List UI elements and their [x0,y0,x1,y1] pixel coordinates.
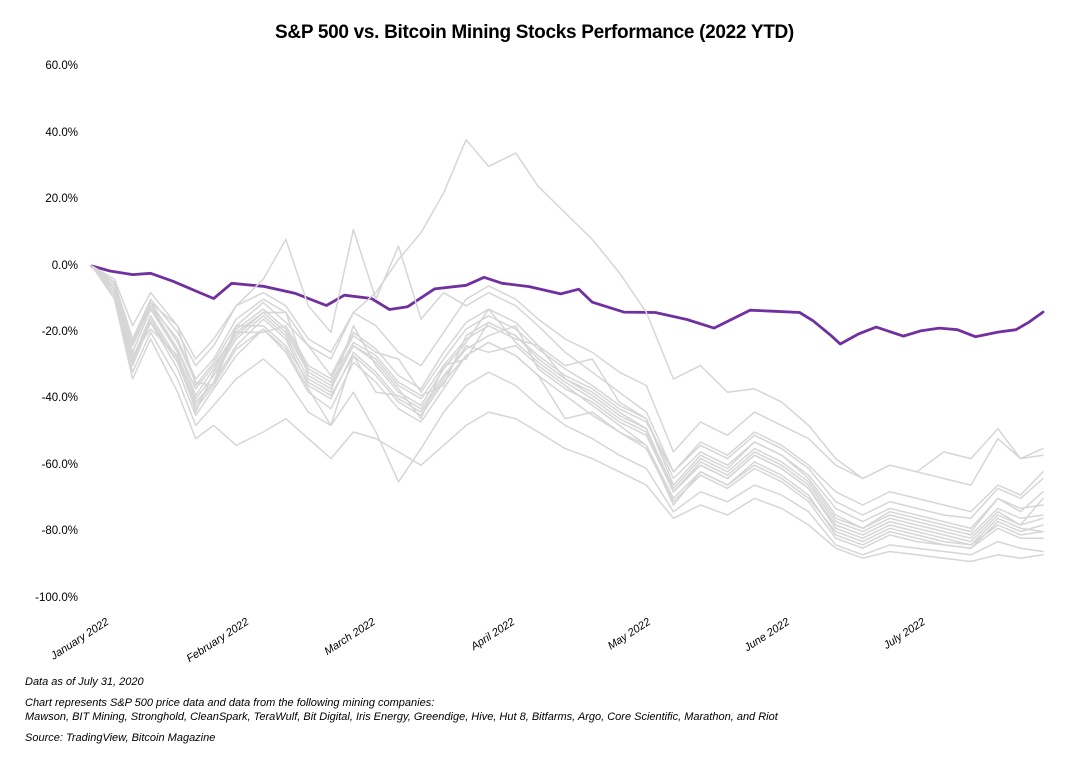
sp500-line [90,264,1045,346]
footnote-data-as-of: Data as of July 31, 2020 [25,676,144,688]
footnote-companies: Mawson, BIT Mining, Stronghold, CleanSpa… [25,711,778,723]
y-tick-label: 40.0% [45,126,78,139]
miner-line-terawulf [91,265,1044,549]
miner-line-bit-digital [91,139,1044,486]
chart-title: S&P 500 vs. Bitcoin Mining Stocks Perfor… [275,22,794,43]
miner-line-hut-8 [91,265,1044,539]
y-tick-label: -80.0% [41,525,78,538]
miner-line-cleanspark [91,265,1044,480]
y-tick-label: -20.0% [41,325,78,338]
miner-line-riot [91,265,1044,543]
miner-line-argo [91,265,1044,530]
y-tick-label: 20.0% [45,193,78,206]
miner-line-greendige [91,265,1044,556]
miner-line-marathon [91,265,1044,533]
y-tick-label: -40.0% [41,392,78,405]
miner-line-iris-energy [91,265,1044,549]
footnote-source: Source: TradingView, Bitcoin Magazine [25,732,216,744]
y-tick-label: -100.0% [35,591,78,604]
y-tick-label: 60.0% [45,60,78,73]
miner-line-bit-mining [91,228,1044,513]
miner-line-hive [91,265,1044,520]
footnote-description: Chart represents S&P 500 price data and … [25,697,435,709]
miner-line-stronghold [91,265,1044,563]
y-tick-label: 0.0% [51,259,78,272]
y-tick-label: -60.0% [41,458,78,471]
